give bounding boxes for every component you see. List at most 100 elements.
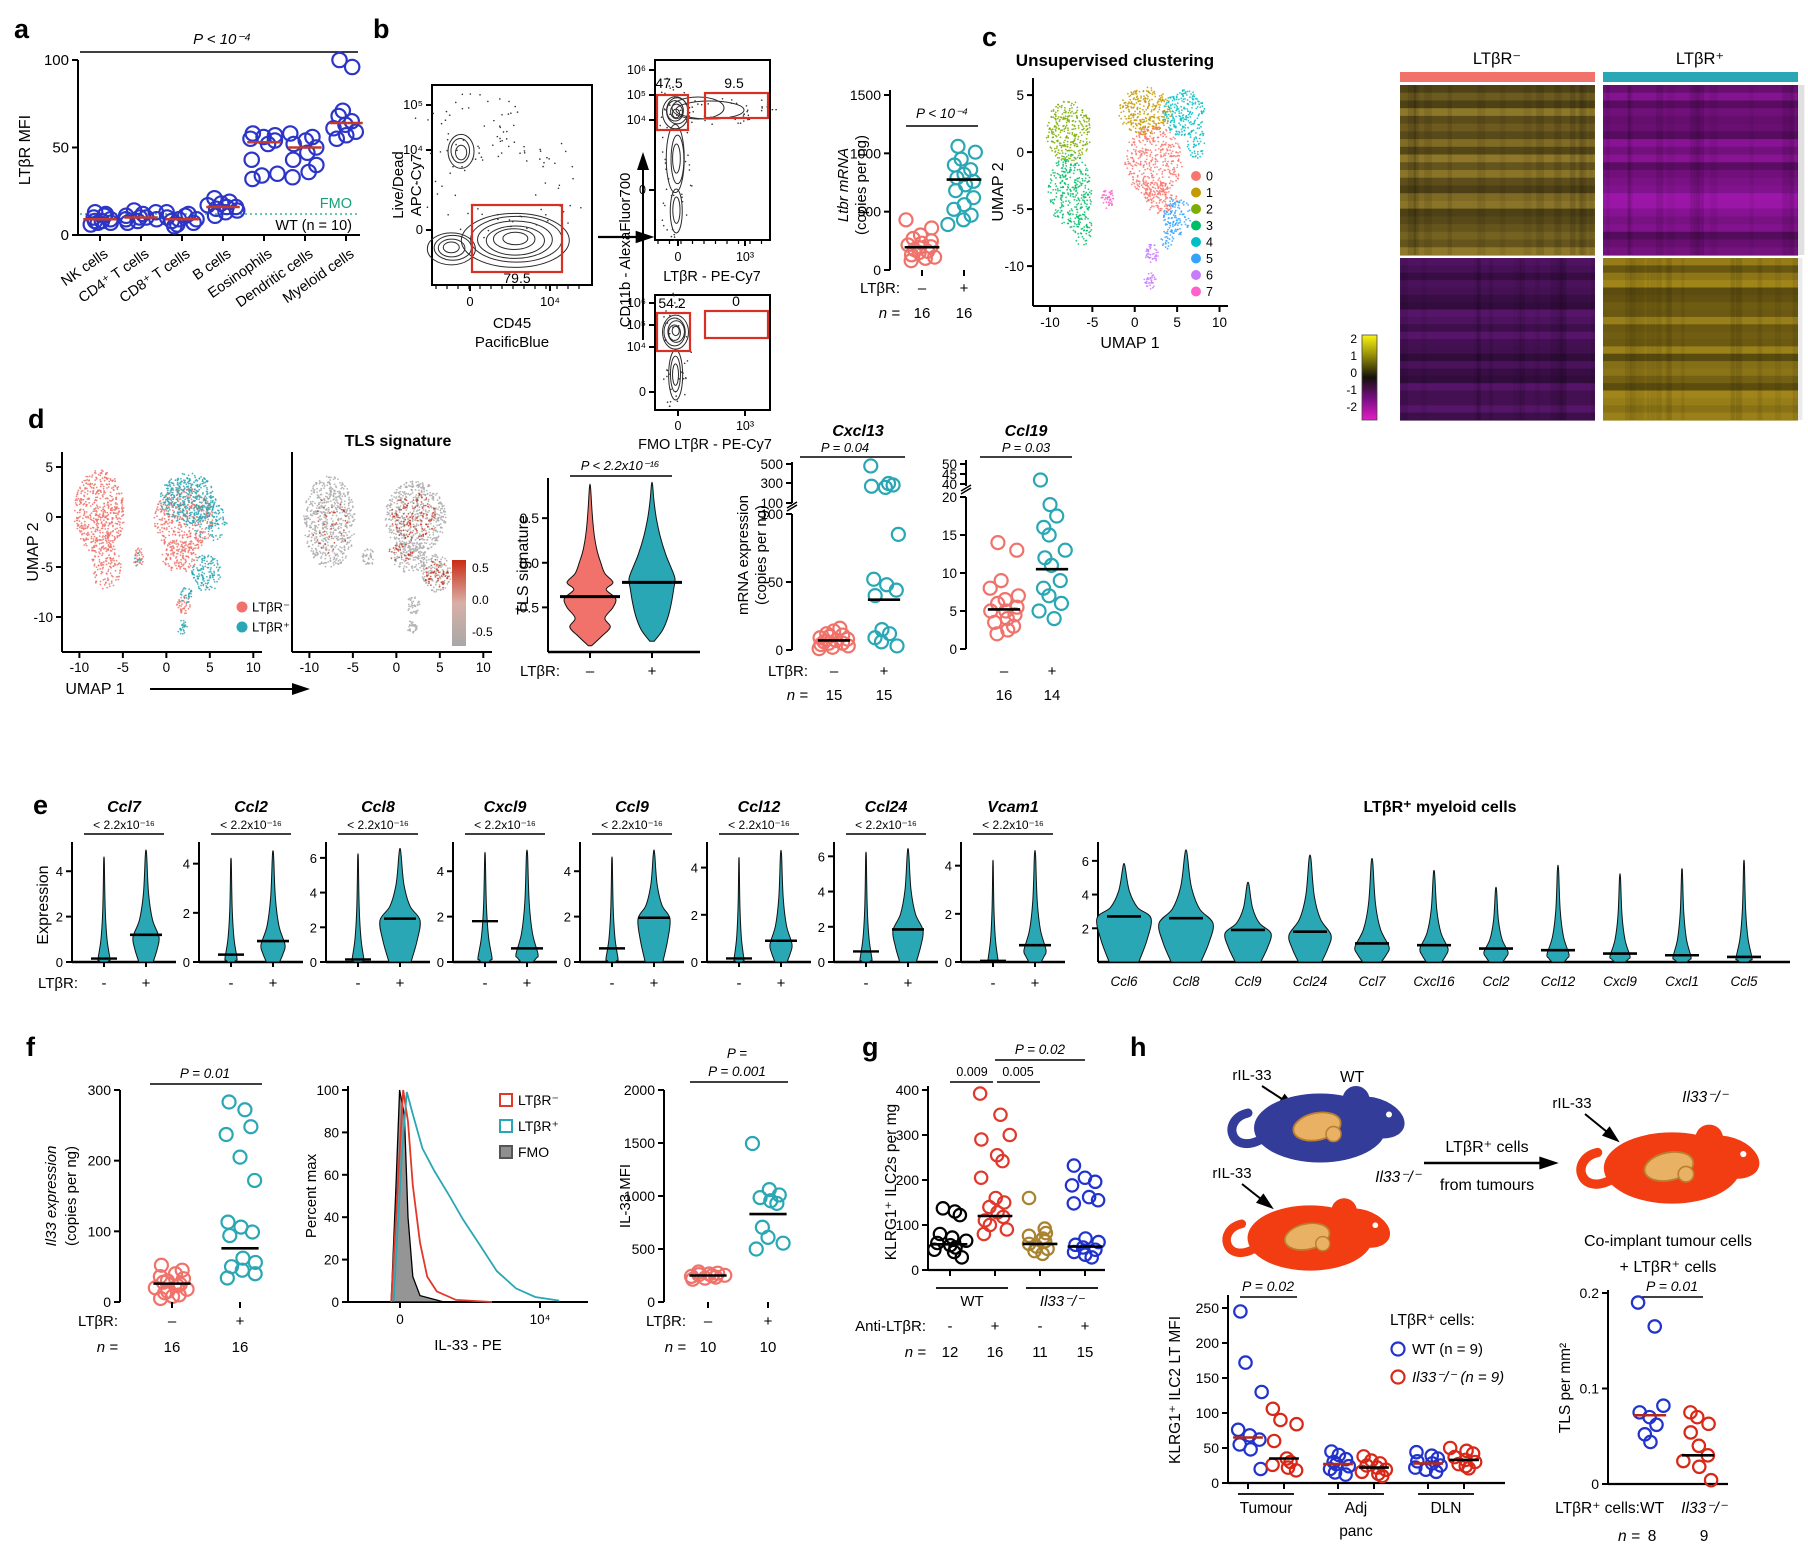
data-point xyxy=(997,591,1013,608)
tick-label: 300 xyxy=(88,1082,112,1098)
gene-label: Cxcl1 xyxy=(1665,974,1699,989)
legend-label: 0 xyxy=(1206,170,1213,184)
tick-label: 0 xyxy=(331,1295,339,1310)
panel-label-c: c xyxy=(982,22,998,52)
data-point xyxy=(1408,1460,1423,1475)
x-axis-label: PacificBlue xyxy=(475,334,549,351)
data-point xyxy=(912,227,929,243)
data-point xyxy=(220,1214,236,1230)
data-point xyxy=(1052,572,1068,589)
label: 10 xyxy=(760,1339,777,1356)
data-point xyxy=(1327,1465,1343,1480)
data-point xyxy=(1266,1433,1282,1449)
heatmap-column-label: LTβR⁺ xyxy=(1676,50,1724,68)
panel-title: LTβR⁺ myeloid cells xyxy=(1363,799,1516,816)
sig-label: 0.005 xyxy=(1002,1065,1033,1079)
sig-label: P = 0.001 xyxy=(708,1064,766,1079)
data-point xyxy=(1042,497,1058,513)
violin-shape xyxy=(132,849,160,963)
tick-label: 4 xyxy=(1082,888,1089,903)
y-axis-label: Live/Dead xyxy=(390,151,407,219)
colorbar-tick: 0.5 xyxy=(472,561,489,575)
wt-label: WT (n = 10) xyxy=(275,218,352,234)
sig-label: < 2.2x10⁻¹⁶ xyxy=(601,818,663,832)
data-point xyxy=(1046,610,1062,627)
x-category-label: Myeloid cells xyxy=(280,246,357,307)
tick-label: 15 xyxy=(942,528,957,543)
label: Anti-LTβR: xyxy=(855,1318,926,1335)
label: + xyxy=(648,663,657,680)
label: Il33⁻/⁻ xyxy=(1682,1089,1729,1106)
data-point xyxy=(247,1266,263,1282)
label: - xyxy=(948,1318,953,1335)
tick-label: 50 xyxy=(768,575,783,590)
data-point xyxy=(955,212,972,228)
data-point xyxy=(890,526,906,543)
tick-label: 2 xyxy=(691,908,698,923)
gene-label: Cxcl9 xyxy=(1603,974,1637,989)
data-point xyxy=(905,230,921,247)
gene-label: Ccl8 xyxy=(1172,974,1199,989)
data-point xyxy=(337,126,355,144)
data-point xyxy=(1683,1425,1698,1440)
sig-label: P = 0.01 xyxy=(180,1066,230,1081)
tick-label: -10 xyxy=(300,660,320,675)
data-point xyxy=(950,138,966,154)
data-point xyxy=(1064,1178,1080,1193)
tick-label: 10 xyxy=(476,660,491,675)
gate-value: 47.5 xyxy=(655,75,682,91)
tick-label: 0 xyxy=(911,1262,919,1278)
tick-label: 50 xyxy=(942,457,957,472)
sig-label: < 2.2x10⁻¹⁶ xyxy=(93,818,155,832)
sig-label: P = 0.02 xyxy=(1242,1278,1294,1294)
data-point xyxy=(1010,588,1026,604)
data-point xyxy=(1021,1228,1037,1244)
tick-label: 0 xyxy=(1591,1476,1599,1492)
tick-label: 10⁴ xyxy=(627,340,646,354)
gene-label: Ccl12 xyxy=(1541,974,1576,989)
data-point xyxy=(1324,1444,1339,1459)
data-point xyxy=(769,1195,785,1212)
data-point xyxy=(1265,1457,1280,1473)
data-point xyxy=(1410,1454,1425,1469)
tick-label: 100 xyxy=(760,507,783,522)
data-point xyxy=(1049,508,1065,524)
violin-shape xyxy=(605,856,619,963)
label: LTβR: xyxy=(38,975,78,992)
data-point xyxy=(281,125,299,142)
legend-label: 4 xyxy=(1206,236,1213,250)
data-point xyxy=(174,1262,190,1278)
data-point xyxy=(1691,1438,1707,1454)
tick-label: 2 xyxy=(564,910,571,925)
data-point xyxy=(974,1132,989,1147)
tick-label: 10⁵ xyxy=(403,97,423,112)
tick-label: 2 xyxy=(818,920,825,935)
label: 16 xyxy=(996,687,1013,704)
data-point xyxy=(1021,1190,1037,1206)
group-label: Adj xyxy=(1345,1500,1367,1517)
data-point xyxy=(963,162,979,178)
data-point xyxy=(866,571,882,587)
violin-shape xyxy=(1419,869,1449,963)
y-axis-label: LTβR MFI xyxy=(17,115,34,185)
tick-label: 4 xyxy=(691,861,698,876)
data-point xyxy=(993,572,1009,589)
violin-shape xyxy=(1096,863,1152,963)
label: LTβR⁺ cells: xyxy=(1555,1500,1640,1517)
tick-label: -5 xyxy=(117,660,129,675)
panel-label-d: d xyxy=(28,404,45,434)
x-axis-label: UMAP 1 xyxy=(65,681,124,698)
data-point xyxy=(972,1086,988,1101)
data-point xyxy=(881,626,898,642)
data-point xyxy=(1081,1189,1097,1205)
tick-label: 0 xyxy=(437,955,444,970)
gene-label: Cxcl16 xyxy=(1413,974,1455,989)
tick-label: 0 xyxy=(945,955,952,970)
panel-label-a: a xyxy=(14,14,30,44)
data-point xyxy=(1043,557,1060,574)
tick-label: 500 xyxy=(858,204,882,220)
data-point xyxy=(232,1149,248,1165)
colorbar-tick: -2 xyxy=(1346,400,1357,414)
